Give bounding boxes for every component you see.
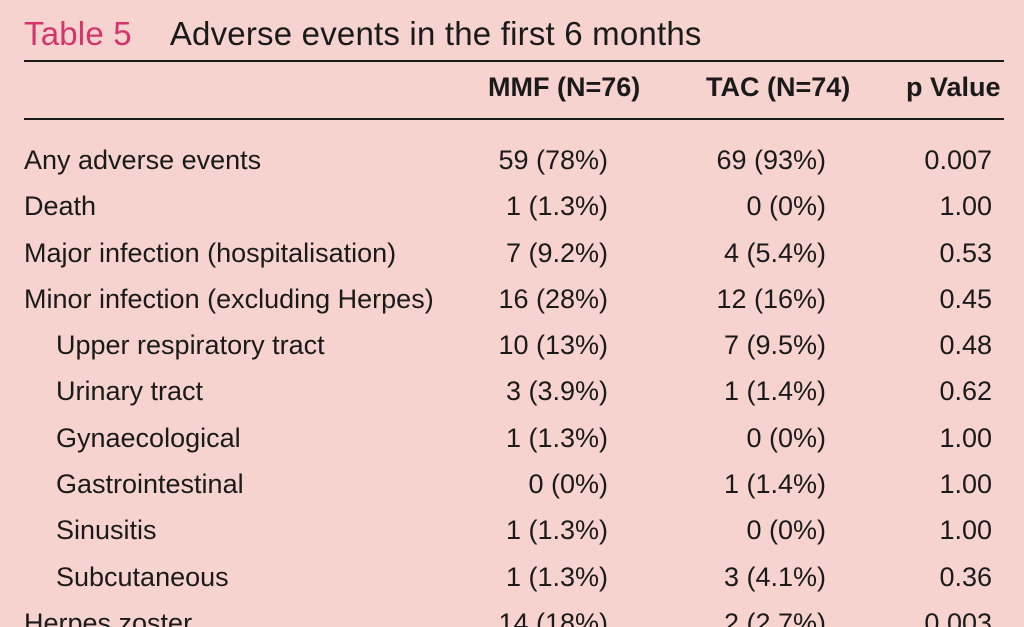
table-row: Major infection (hospitalisation) 7 (9.2%…	[0, 233, 1024, 279]
table-row: Gastrointestinal 0 (0%) 1 (1.4%) 1.00	[0, 464, 1024, 510]
top-rule	[24, 60, 1004, 62]
table-number-label: Table 5	[24, 15, 132, 52]
row-label: Minor infection (excluding Herpes)	[24, 283, 434, 314]
cell-mmf: 14 (18%)	[498, 607, 608, 627]
cell-mmf: 3 (3.9%)	[505, 376, 608, 407]
cell-mmf: 1 (1.3%)	[505, 561, 608, 592]
cell-p-value: 0.48	[939, 330, 992, 361]
cell-p-value: 1.00	[939, 515, 992, 546]
cell-p-value: 0.007	[924, 145, 992, 175]
cell-tac: 3 (4.1%)	[723, 561, 826, 592]
row-label: Major infection (hospitalisation)	[24, 237, 397, 268]
header-tac: TAC (N=74)	[706, 72, 851, 102]
row-label: Sinusitis	[56, 515, 157, 546]
cell-tac: 1 (1.4%)	[723, 376, 826, 407]
table-row: Minor infection (excluding Herpes) 16 (28…	[0, 279, 1024, 325]
cell-p-value: 1.00	[939, 191, 992, 222]
table-header-row: MMF (N=76) TAC (N=74) p Value	[0, 68, 1024, 110]
row-label: Any adverse events	[24, 145, 262, 175]
cell-tac: 1 (1.4%)	[723, 469, 826, 500]
cell-p-value: 0.45	[939, 283, 992, 314]
row-label: Gynaecological	[56, 422, 241, 453]
table-row: Death 1 (1.3%) 0 (0%) 1.00	[0, 186, 1024, 232]
table-title: Table 5 Adverse events in the first 6 mo…	[24, 10, 702, 58]
table-row: Upper respiratory tract 10 (13%) 7 (9.5%) 0…	[0, 325, 1024, 371]
cell-tac: 0 (0%)	[746, 191, 826, 222]
cell-p-value: 0.003	[924, 607, 992, 627]
cell-tac: 0 (0%)	[746, 422, 826, 453]
cell-p-value: 0.36	[939, 561, 992, 592]
row-label: Death	[24, 191, 97, 222]
cell-tac: 2 (2.7%)	[723, 607, 826, 627]
row-label: Herpes zoster	[24, 607, 193, 627]
cell-tac: 7 (9.5%)	[723, 330, 826, 361]
cell-tac: 12 (16%)	[716, 283, 826, 314]
cell-mmf: 10 (13%)	[498, 330, 608, 361]
cell-p-value: 1.00	[939, 422, 992, 453]
table-row: Gynaecological 1 (1.3%) 0 (0%) 1.00	[0, 418, 1024, 464]
cell-mmf: 7 (9.2%)	[505, 237, 608, 268]
row-label: Gastrointestinal	[56, 469, 244, 500]
header-rule	[24, 118, 1004, 120]
table-row: Any adverse events 59 (78%) 69 (93%) 0.007	[0, 140, 1024, 186]
table-row: Subcutaneous 1 (1.3%) 3 (4.1%) 0.36	[0, 557, 1024, 603]
table-body: Any adverse events 59 (78%) 69 (93%) 0.007 D…	[0, 140, 1024, 627]
cell-p-value: 1.00	[939, 469, 992, 500]
table-row: Urinary tract 3 (3.9%) 1 (1.4%) 0.62	[0, 371, 1024, 417]
cell-tac: 69 (93%)	[716, 145, 826, 175]
row-label: Urinary tract	[56, 376, 204, 407]
cell-tac: 4 (5.4%)	[723, 237, 826, 268]
cell-mmf: 1 (1.3%)	[505, 422, 608, 453]
cell-mmf: 59 (78%)	[498, 145, 608, 175]
table-caption: Adverse events in the first 6 months	[169, 15, 702, 52]
cell-p-value: 0.53	[939, 237, 992, 268]
row-label: Upper respiratory tract	[56, 330, 325, 361]
header-p-value: p Value	[906, 72, 1001, 102]
cell-mmf: 0 (0%)	[528, 469, 608, 500]
cell-mmf: 16 (28%)	[498, 283, 608, 314]
table-row: Sinusitis 1 (1.3%) 0 (0%) 1.00	[0, 510, 1024, 556]
cell-tac: 0 (0%)	[746, 515, 826, 546]
cell-mmf: 1 (1.3%)	[505, 191, 608, 222]
header-mmf: MMF (N=76)	[488, 72, 641, 102]
cell-p-value: 0.62	[939, 376, 992, 407]
row-label: Subcutaneous	[56, 561, 229, 592]
table-row: Herpes zoster 14 (18%) 2 (2.7%) 0.003	[0, 603, 1024, 627]
cell-mmf: 1 (1.3%)	[505, 515, 608, 546]
